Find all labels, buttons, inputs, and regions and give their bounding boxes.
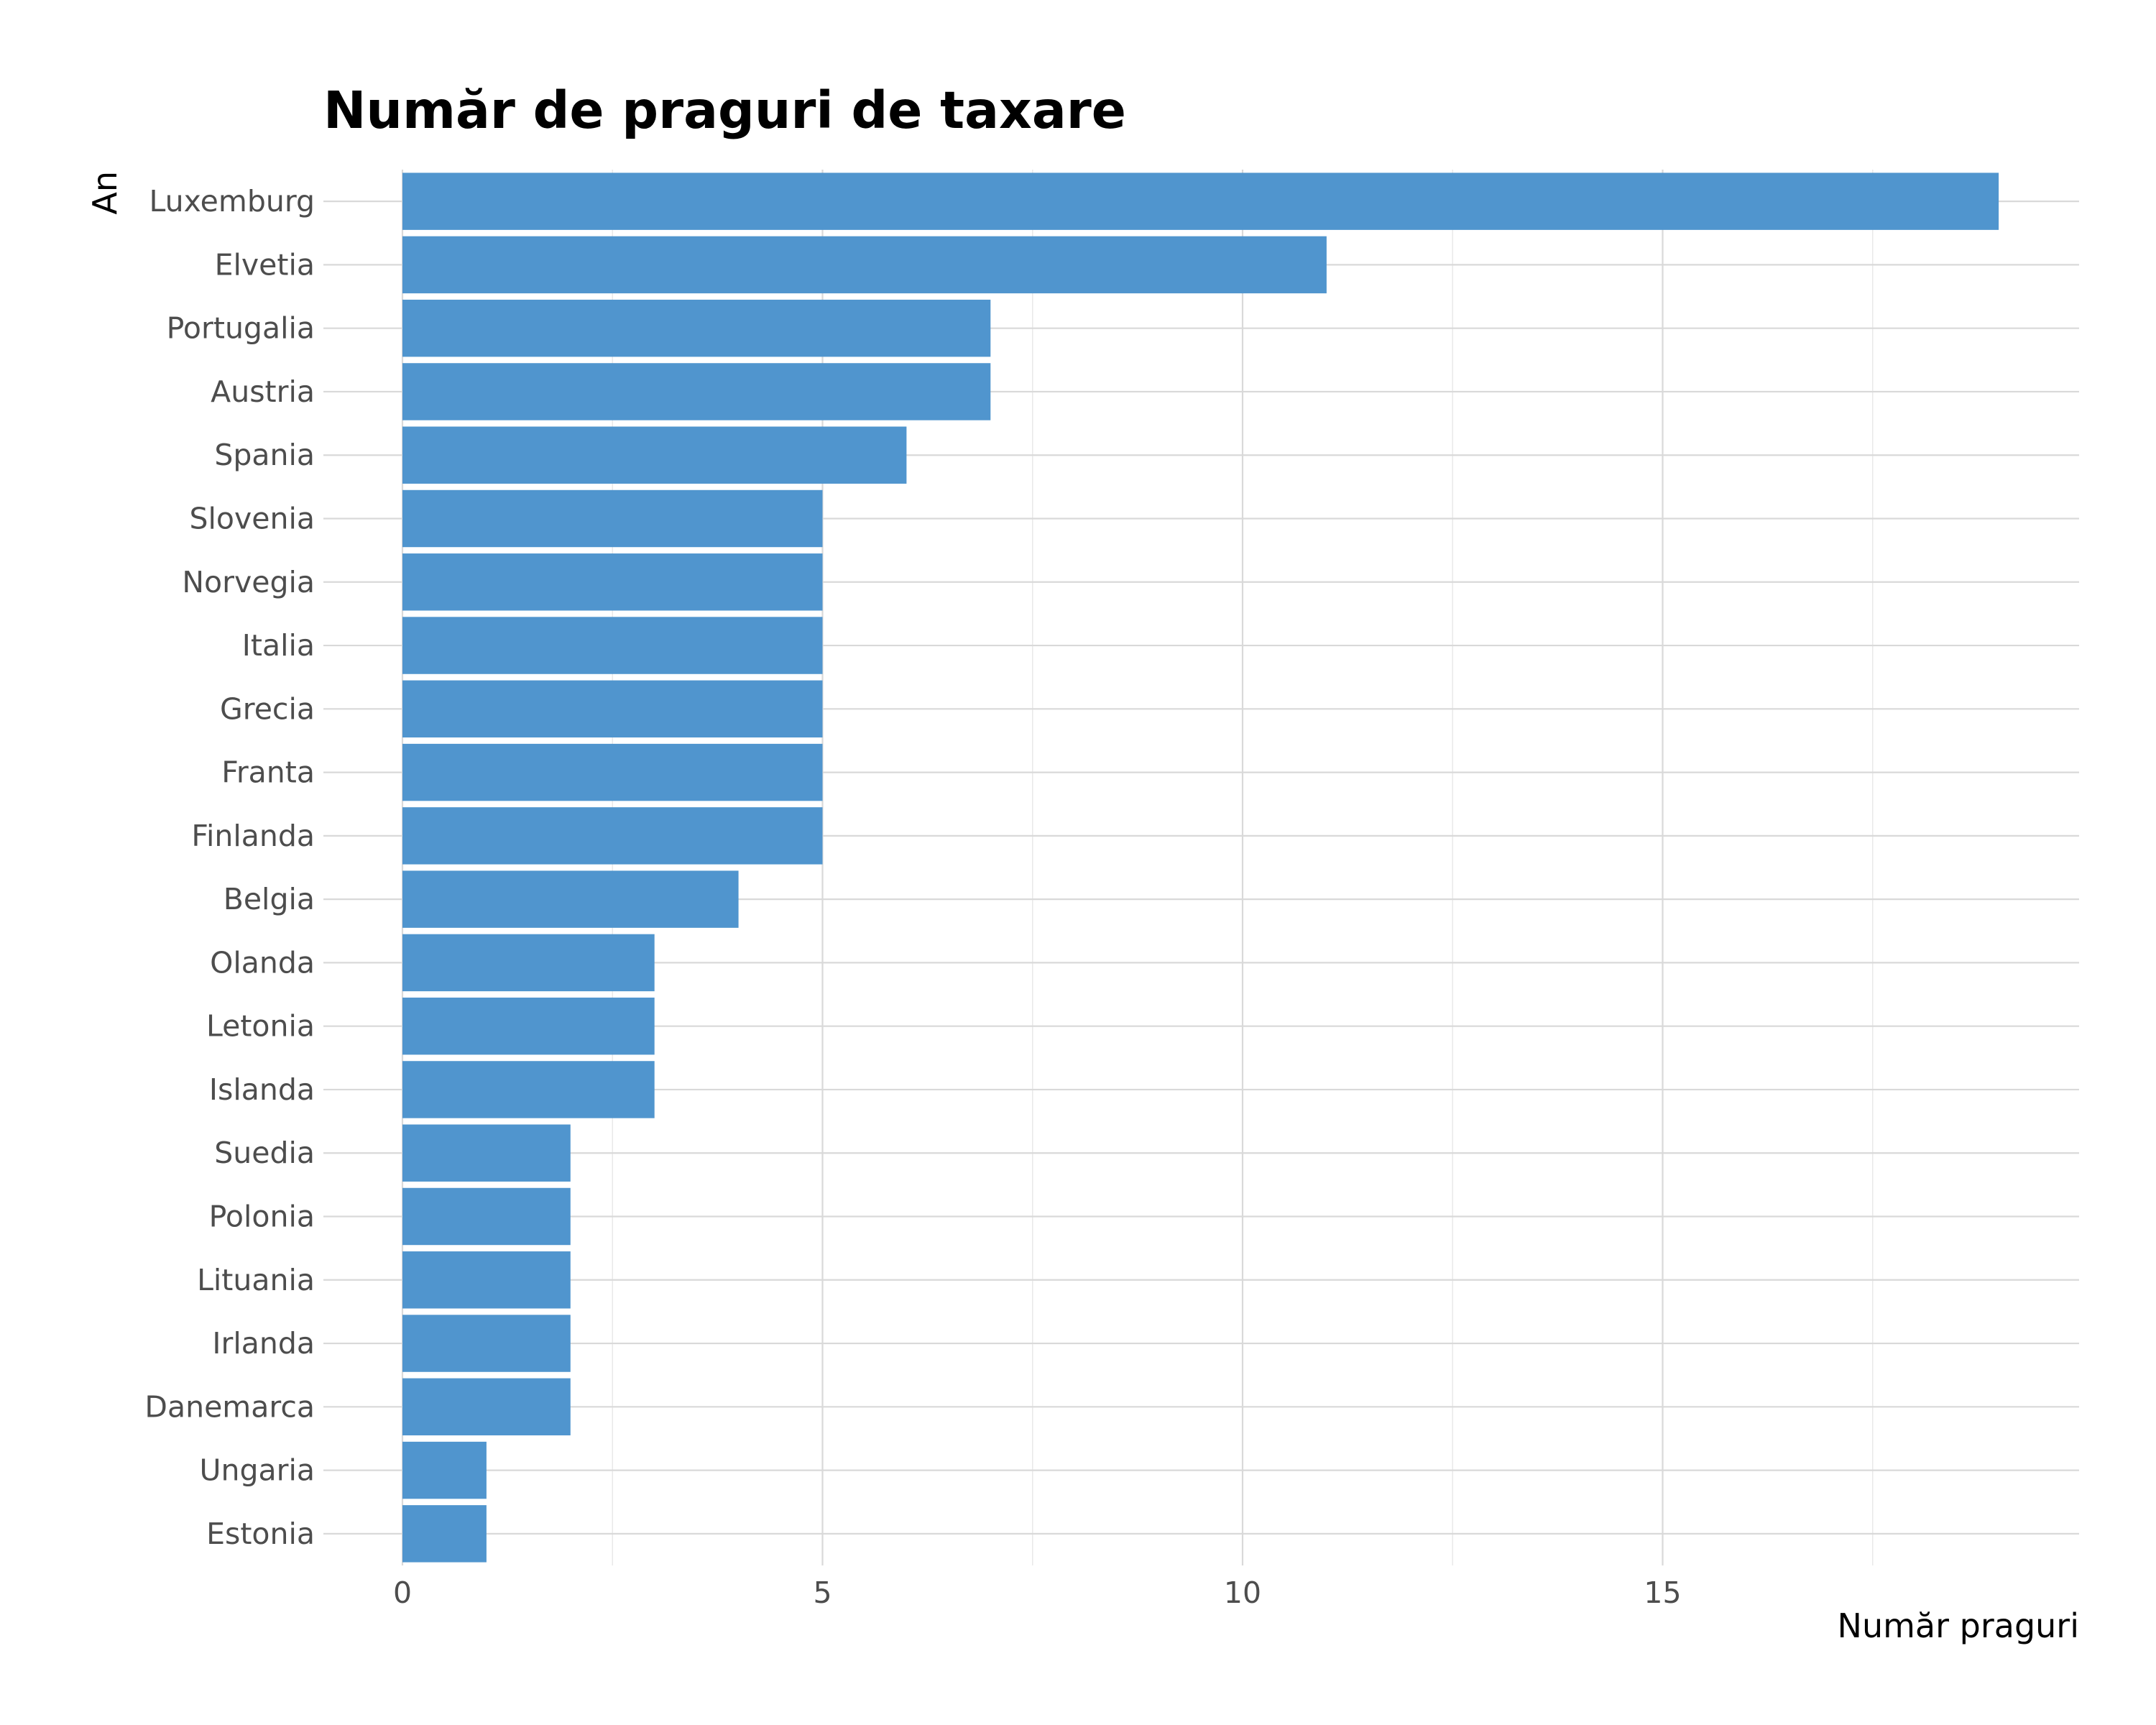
category-label: Grecia xyxy=(220,691,315,726)
y-axis-title: An xyxy=(86,171,124,215)
bar xyxy=(402,363,991,420)
bar xyxy=(402,997,655,1055)
category-label: Ungaria xyxy=(199,1453,315,1488)
category-label: Portugalia xyxy=(167,311,315,346)
category-label: Luxemburg xyxy=(149,184,315,218)
category-label: Irlanda xyxy=(212,1326,315,1361)
bar xyxy=(402,1124,571,1182)
bar xyxy=(402,426,907,484)
category-label: Elvetia xyxy=(215,247,315,282)
category-label: Franta xyxy=(221,755,315,790)
category-label: Islanda xyxy=(209,1072,315,1107)
bar xyxy=(402,1441,487,1499)
category-label: Olanda xyxy=(210,945,315,980)
bar xyxy=(402,680,823,738)
category-label: Belgia xyxy=(224,882,315,916)
bar xyxy=(402,236,1327,294)
category-label: Lituania xyxy=(197,1263,315,1297)
bar xyxy=(402,934,655,992)
bar xyxy=(402,1251,571,1309)
x-tick-label: 0 xyxy=(393,1576,412,1610)
bars xyxy=(402,172,1999,1563)
x-tick-labels: 0 5 10 15 xyxy=(393,1576,1682,1610)
chart-title: Număr de praguri de taxare xyxy=(323,80,1126,140)
category-labels: Luxemburg Elvetia Portugalia Austria Spania S… xyxy=(144,184,315,1551)
bar xyxy=(402,172,1999,230)
bar xyxy=(402,1505,487,1563)
bar xyxy=(402,489,823,548)
category-label: Italia xyxy=(242,628,315,663)
category-label: Spania xyxy=(214,438,315,472)
bar xyxy=(402,299,991,357)
bar xyxy=(402,1315,571,1372)
x-tick-label: 10 xyxy=(1224,1576,1261,1610)
category-label: Polonia xyxy=(209,1200,315,1234)
category-label: Danemarca xyxy=(144,1389,315,1424)
category-label: Norvegia xyxy=(182,565,315,599)
bar xyxy=(402,1061,655,1118)
category-label: Estonia xyxy=(206,1517,315,1551)
bar xyxy=(402,617,823,674)
bar xyxy=(402,807,823,865)
bar xyxy=(402,1378,571,1436)
x-axis-title: Număr praguri xyxy=(1838,1606,2079,1645)
category-label: Slovenia xyxy=(190,502,315,536)
bar xyxy=(402,743,823,801)
bar xyxy=(402,870,739,928)
category-label: Letonia xyxy=(206,1009,315,1044)
category-label: Suedia xyxy=(214,1136,315,1170)
category-label: Austria xyxy=(211,374,315,409)
x-tick-label: 5 xyxy=(813,1576,831,1610)
bar xyxy=(402,553,823,611)
bar xyxy=(402,1187,571,1246)
category-label: Finlanda xyxy=(191,819,315,853)
x-tick-label: 15 xyxy=(1644,1576,1681,1610)
